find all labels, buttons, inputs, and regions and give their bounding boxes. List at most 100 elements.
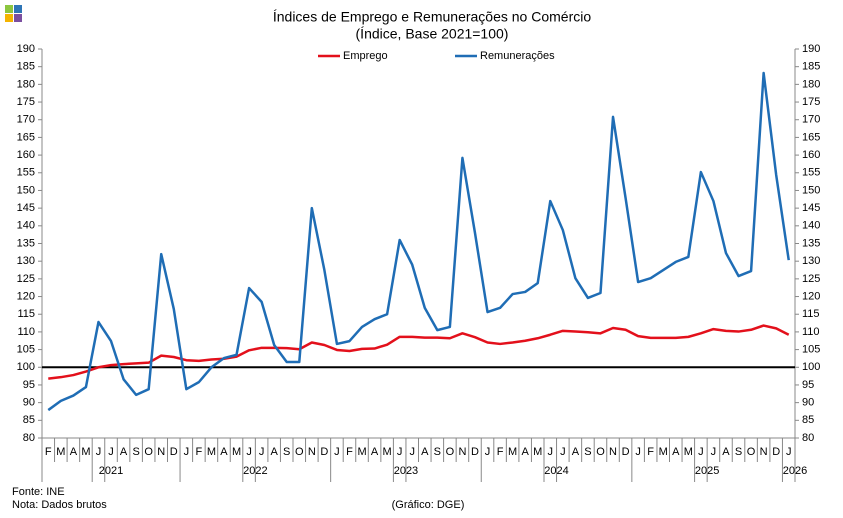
y-tick-label: 85 [23, 414, 35, 426]
x-tick-label: J [485, 446, 491, 458]
legend-label: Remunerações [480, 50, 555, 62]
x-tick-label: S [283, 446, 290, 458]
x-tick-label: A [371, 446, 379, 458]
y2-tick-label: 175 [802, 96, 820, 108]
x-tick-label: A [70, 446, 78, 458]
x-tick-label: J [786, 446, 792, 458]
x-tick-label: N [458, 446, 466, 458]
x-tick-label: O [747, 446, 756, 458]
y-tick-label: 140 [17, 220, 35, 232]
y2-tick-label: 95 [802, 379, 814, 391]
year-label: 2023 [394, 465, 418, 477]
year-label: 2024 [544, 465, 568, 477]
chart-title: Índices de Emprego e Remunerações no Com… [273, 9, 591, 25]
logo [14, 5, 22, 13]
note: Nota: Dados brutos [12, 499, 107, 511]
year-label: 2021 [99, 465, 123, 477]
y-tick-label: 100 [17, 361, 35, 373]
x-tick-label: J [397, 446, 403, 458]
x-tick-label: M [383, 446, 392, 458]
y-tick-label: 110 [17, 326, 35, 338]
series-line [47, 71, 790, 412]
x-tick-label: J [560, 446, 566, 458]
logo [5, 14, 13, 22]
y-tick-label: 150 [17, 184, 35, 196]
x-tick-label: A [522, 446, 530, 458]
y2-tick-label: 145 [802, 202, 820, 214]
y-tick-label: 175 [17, 96, 35, 108]
x-tick-label: A [421, 446, 429, 458]
x-tick-label: A [220, 446, 228, 458]
x-tick-label: J [334, 446, 340, 458]
y-tick-label: 90 [23, 397, 35, 409]
x-tick-label: D [471, 446, 479, 458]
x-tick-label: O [596, 446, 605, 458]
x-tick-label: O [295, 446, 304, 458]
y-tick-label: 155 [17, 167, 35, 179]
x-tick-label: M [56, 446, 65, 458]
x-tick-label: J [409, 446, 415, 458]
y-tick-label: 190 [17, 43, 35, 55]
y-tick-label: 80 [23, 432, 35, 444]
year-label: 2022 [243, 465, 267, 477]
logo [5, 5, 13, 13]
y2-tick-label: 135 [802, 237, 820, 249]
y2-tick-label: 100 [802, 361, 820, 373]
x-tick-label: D [772, 446, 780, 458]
y2-tick-label: 180 [802, 78, 820, 90]
legend-label: Emprego [343, 50, 388, 62]
x-tick-label: J [711, 446, 717, 458]
x-tick-label: F [346, 446, 353, 458]
x-tick-label: F [196, 446, 203, 458]
y2-tick-label: 105 [802, 343, 820, 355]
year-label: 2025 [695, 465, 719, 477]
x-tick-label: F [45, 446, 52, 458]
y2-tick-label: 85 [802, 414, 814, 426]
x-tick-label: D [170, 446, 178, 458]
y2-tick-label: 190 [802, 43, 820, 55]
y2-tick-label: 185 [802, 61, 820, 73]
y2-tick-label: 125 [802, 273, 820, 285]
series-line [48, 324, 790, 380]
x-tick-label: D [622, 446, 630, 458]
y-tick-label: 130 [17, 255, 35, 267]
y2-tick-label: 150 [802, 184, 820, 196]
y2-tick-label: 170 [802, 114, 820, 126]
x-tick-label: A [271, 446, 279, 458]
x-tick-label: A [572, 446, 580, 458]
y-tick-label: 170 [17, 114, 35, 126]
x-tick-label: M [357, 446, 366, 458]
x-tick-label: O [144, 446, 153, 458]
x-tick-label: O [446, 446, 455, 458]
x-tick-label: J [184, 446, 190, 458]
x-tick-label: A [722, 446, 730, 458]
y2-tick-label: 160 [802, 149, 820, 161]
x-tick-label: M [659, 446, 668, 458]
x-tick-label: S [434, 446, 441, 458]
x-tick-label: N [157, 446, 165, 458]
x-tick-label: S [584, 446, 591, 458]
logo [14, 14, 22, 22]
x-tick-label: S [735, 446, 742, 458]
y-tick-label: 125 [17, 273, 35, 285]
credit: (Gráfico: DGE) [392, 499, 465, 511]
y2-tick-label: 120 [802, 290, 820, 302]
y2-tick-label: 110 [802, 326, 820, 338]
x-tick-label: M [684, 446, 693, 458]
y2-tick-label: 90 [802, 397, 814, 409]
x-tick-label: J [246, 446, 252, 458]
y-tick-label: 135 [17, 237, 35, 249]
y-tick-label: 115 [17, 308, 35, 320]
y-tick-label: 185 [17, 61, 35, 73]
x-tick-label: A [120, 446, 128, 458]
y-tick-label: 145 [17, 202, 35, 214]
x-tick-label: N [609, 446, 617, 458]
x-tick-label: J [259, 446, 265, 458]
y-tick-label: 160 [17, 149, 35, 161]
y2-tick-label: 155 [802, 167, 820, 179]
y-tick-label: 105 [17, 343, 35, 355]
x-tick-label: A [672, 446, 680, 458]
x-tick-label: M [232, 446, 241, 458]
y2-tick-label: 140 [802, 220, 820, 232]
